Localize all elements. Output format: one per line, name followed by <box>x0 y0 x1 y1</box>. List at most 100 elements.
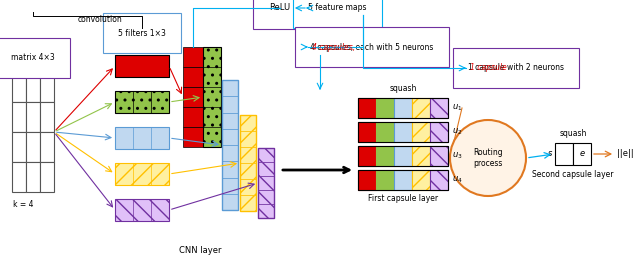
Bar <box>115 127 169 149</box>
Bar <box>203 47 221 147</box>
Text: 5 feature maps: 5 feature maps <box>308 3 367 13</box>
Bar <box>358 98 448 118</box>
Bar <box>40 72 54 102</box>
Bar <box>222 129 238 145</box>
Bar <box>240 115 256 131</box>
Bar <box>40 162 54 192</box>
Bar <box>26 102 40 132</box>
Text: 4 capsules,: 4 capsules, <box>312 43 355 51</box>
Bar <box>12 102 26 132</box>
Bar <box>358 146 448 166</box>
Bar <box>412 170 430 190</box>
Text: $u_3$: $u_3$ <box>452 151 463 161</box>
Bar <box>430 146 448 166</box>
Bar <box>40 102 54 132</box>
Bar <box>430 170 448 190</box>
Bar <box>358 122 448 142</box>
Bar <box>412 122 430 142</box>
Bar <box>430 122 448 142</box>
Bar <box>240 115 256 211</box>
Text: s: s <box>17 59 21 68</box>
Text: o: o <box>44 59 49 68</box>
Bar <box>240 131 256 147</box>
Bar <box>115 55 169 77</box>
Text: First capsule layer: First capsule layer <box>368 194 438 203</box>
Bar <box>258 148 274 162</box>
Bar <box>115 163 169 185</box>
Ellipse shape <box>450 120 526 196</box>
Bar <box>115 199 169 221</box>
Text: s: s <box>548 150 552 158</box>
Bar <box>12 132 26 162</box>
Text: squash: squash <box>389 84 417 93</box>
Bar <box>40 132 54 162</box>
Bar <box>258 148 274 218</box>
Bar <box>394 122 412 142</box>
Text: 4 capsules, each with 5 neurons: 4 capsules, each with 5 neurons <box>310 43 433 51</box>
Bar <box>183 47 203 67</box>
Bar <box>26 132 40 162</box>
Bar <box>573 143 591 165</box>
Bar <box>183 127 203 147</box>
Text: CNN layer: CNN layer <box>179 246 221 255</box>
Bar <box>412 146 430 166</box>
Bar <box>240 163 256 179</box>
Bar <box>222 113 238 129</box>
Bar <box>222 194 238 210</box>
Bar <box>133 55 151 77</box>
Bar <box>394 170 412 190</box>
Text: matrix 4×3: matrix 4×3 <box>11 54 55 62</box>
Bar <box>358 170 376 190</box>
Bar <box>222 96 238 113</box>
Bar <box>358 146 376 166</box>
Bar <box>240 147 256 163</box>
Bar <box>394 98 412 118</box>
Text: e: e <box>579 150 584 158</box>
Text: 1 capsule: 1 capsule <box>470 64 507 73</box>
Bar <box>26 162 40 192</box>
Bar <box>430 98 448 118</box>
Bar <box>358 98 376 118</box>
Text: $u_4$: $u_4$ <box>452 175 463 185</box>
Bar <box>222 80 238 210</box>
Bar <box>12 72 26 102</box>
Bar <box>12 162 26 192</box>
Text: ReLU: ReLU <box>269 3 291 13</box>
Bar <box>376 146 394 166</box>
Bar <box>183 107 203 127</box>
Bar <box>358 122 376 142</box>
Text: $u_1$: $u_1$ <box>452 103 463 113</box>
Text: squash: squash <box>559 129 587 138</box>
Bar <box>183 87 203 107</box>
Bar <box>394 146 412 166</box>
Bar <box>222 161 238 177</box>
Bar <box>412 98 430 118</box>
Bar <box>258 162 274 176</box>
Bar <box>183 67 203 87</box>
Bar <box>376 98 394 118</box>
Bar <box>376 170 394 190</box>
Bar <box>115 55 133 77</box>
Text: 5 filters 1×3: 5 filters 1×3 <box>118 28 166 38</box>
Text: r: r <box>31 59 35 68</box>
Text: ||e||: ||e|| <box>617 150 634 158</box>
Bar <box>240 195 256 211</box>
Bar <box>222 145 238 161</box>
Bar <box>240 179 256 195</box>
Bar <box>358 170 448 190</box>
Bar <box>376 122 394 142</box>
Text: 1 capsule with 2 neurons: 1 capsule with 2 neurons <box>468 64 564 73</box>
Bar <box>222 80 238 96</box>
Text: k = 4: k = 4 <box>13 200 33 209</box>
Bar <box>555 143 573 165</box>
Bar <box>258 190 274 204</box>
Text: Routing
process: Routing process <box>473 148 503 168</box>
Bar <box>222 177 238 194</box>
Bar <box>151 55 169 77</box>
Text: $u_2$: $u_2$ <box>452 127 463 137</box>
Bar <box>258 176 274 190</box>
Text: convolution: convolution <box>77 16 122 24</box>
Bar <box>258 204 274 218</box>
Bar <box>26 72 40 102</box>
Bar <box>115 91 169 113</box>
